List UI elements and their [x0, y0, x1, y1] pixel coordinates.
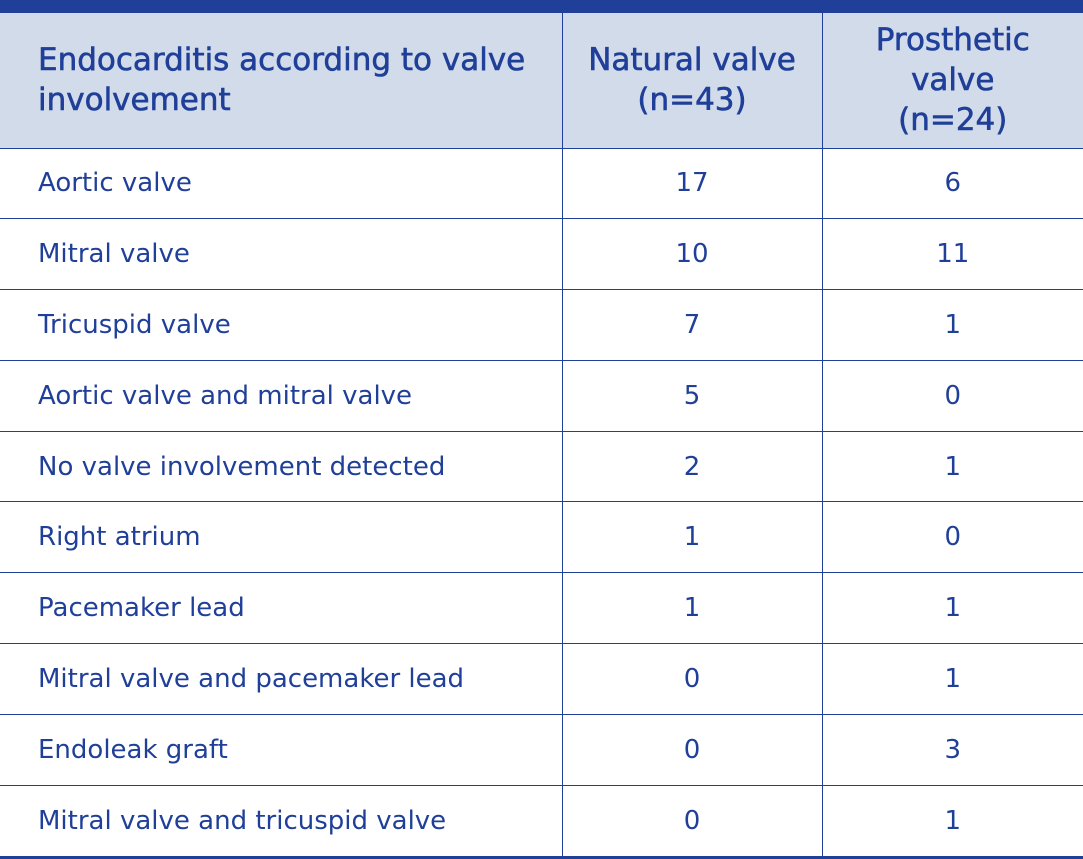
row-label: Mitral valve and tricuspid valve	[38, 805, 447, 836]
header-natural-valve-line1: Natural valve	[588, 42, 796, 79]
header-prosthetic-valve: Prosthetic valve (n=24)	[821, 13, 1083, 149]
table-row: No valve involvement detected 2 1	[0, 431, 1083, 503]
header-valve-involvement: Endocarditis according to valve involvem…	[0, 13, 562, 149]
natural-valve-count: 7	[561, 289, 822, 361]
prosthetic-valve-count: 0	[821, 360, 1083, 432]
natural-valve-count: 10	[561, 218, 822, 291]
endocarditis-table: Endocarditis according to valve involvem…	[0, 13, 1083, 856]
table-row: Aortic valve and mitral valve 5 0	[0, 360, 1083, 432]
table-row: Mitral valve and pacemaker lead 0 1	[0, 643, 1083, 715]
prosthetic-valve-count: 0	[821, 501, 1083, 574]
table-row: Endoleak graft 0 3	[0, 714, 1083, 786]
prosthetic-valve-count: 1	[821, 431, 1083, 503]
row-label: No valve involvement detected	[0, 431, 562, 503]
prosthetic-valve-count: 6	[821, 148, 1083, 220]
natural-valve-count: 0	[561, 714, 822, 786]
prosthetic-valve-count: 3	[821, 714, 1083, 786]
prosthetic-valve-count: 1	[821, 289, 1083, 361]
natural-valve-count: 1	[561, 572, 822, 645]
prosthetic-valve-count: 1	[821, 572, 1083, 645]
table-row: Mitral valve and tricuspid valve 0 1	[0, 785, 1083, 856]
natural-valve-count: 5	[561, 360, 822, 432]
row-label: Tricuspid valve	[0, 289, 562, 361]
header-natural-valve-line2: (n=43)	[637, 82, 747, 119]
header-prosthetic-valve-line3: (n=24)	[898, 102, 1008, 139]
header-natural-valve: Natural valve (n=43)	[561, 13, 822, 149]
table-header: Endocarditis according to valve involvem…	[0, 13, 1083, 149]
header-prosthetic-valve-line1: Prosthetic	[875, 22, 1030, 59]
table-row: Pacemaker lead 1 1	[0, 572, 1083, 645]
table-row: Tricuspid valve 7 1	[0, 289, 1083, 361]
natural-valve-count: 0	[561, 643, 822, 715]
row-label: Pacemaker lead	[0, 572, 562, 645]
row-label: Right atrium	[0, 501, 562, 574]
row-label: Aortic valve	[0, 148, 562, 220]
natural-valve-count: 0	[561, 785, 822, 856]
table-row: Mitral valve 10 11	[0, 218, 1083, 291]
table-body: Aortic valve 17 6 Mitral valve 10 11 Tri…	[0, 148, 1083, 856]
row-label: Mitral valve and pacemaker lead	[0, 643, 562, 715]
prosthetic-valve-count: 1	[821, 643, 1083, 715]
row-label: Aortic valve and mitral valve	[0, 360, 562, 432]
row-label: Endoleak graft	[0, 714, 562, 786]
natural-valve-count: 1	[561, 501, 822, 574]
header-row: Endocarditis according to valve involvem…	[0, 13, 1083, 149]
row-label: Mitral valve	[0, 218, 562, 291]
natural-valve-count: 17	[561, 148, 822, 220]
header-prosthetic-valve-line2: valve	[911, 62, 995, 99]
prosthetic-valve-count: 1	[821, 785, 1083, 856]
table-row: Aortic valve 17 6	[0, 148, 1083, 220]
table-row: Right atrium 1 0	[0, 501, 1083, 574]
natural-valve-count: 2	[561, 431, 822, 503]
prosthetic-valve-count: 11	[821, 218, 1083, 291]
